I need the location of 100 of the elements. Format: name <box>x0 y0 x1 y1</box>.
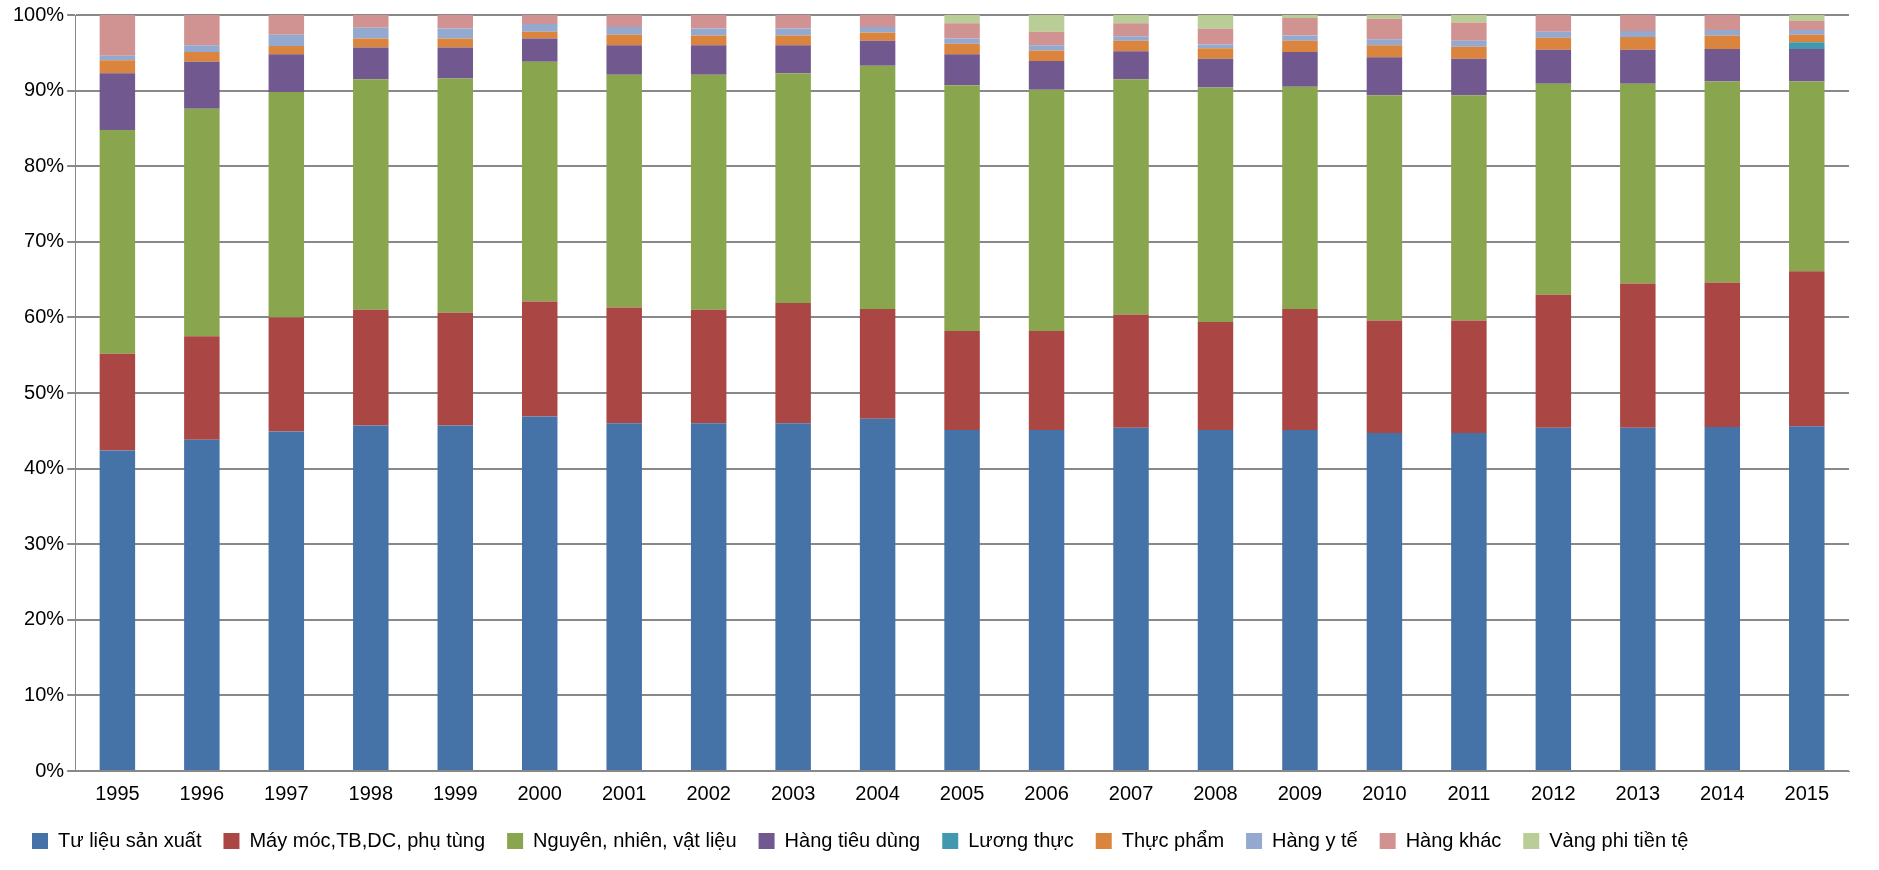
y-tick-label: 60% <box>24 304 65 327</box>
legend-label: Hàng tiêu dùng <box>784 828 921 851</box>
bar <box>775 45 811 74</box>
bar <box>437 38 473 48</box>
bar <box>690 15 727 29</box>
bar <box>1535 15 1572 32</box>
legend-label: Vàng phi tiền tệ <box>1549 828 1689 851</box>
legend-label: Máy móc,TB,DC, phụ tùng <box>249 828 486 851</box>
bar <box>437 28 473 39</box>
bar <box>1028 45 1065 51</box>
bar <box>859 32 896 41</box>
bar <box>1451 46 1487 59</box>
bar <box>268 431 305 770</box>
bar <box>268 34 305 46</box>
x-tick-label: 2011 <box>1447 781 1491 804</box>
bar <box>859 15 896 28</box>
x-tick-label: 1997 <box>264 781 309 804</box>
bar <box>1704 35 1741 50</box>
bar <box>99 60 136 74</box>
bar <box>521 416 558 770</box>
bar <box>1366 18 1403 40</box>
bar <box>775 423 811 770</box>
bar <box>1028 89 1065 332</box>
bar <box>184 336 220 440</box>
legend-label: Tư liệu sản xuất <box>58 828 202 851</box>
x-tick-label: 2013 <box>1615 781 1661 804</box>
bar <box>268 15 305 35</box>
bar <box>268 317 305 432</box>
bar <box>944 23 980 39</box>
bar <box>1451 320 1487 434</box>
bar <box>1366 15 1403 19</box>
x-tick-label: 2005 <box>939 781 985 804</box>
bar <box>944 38 980 44</box>
x-tick-label: 2010 <box>1362 781 1407 804</box>
bar <box>1113 23 1149 37</box>
x-tick-label: 1996 <box>179 781 225 804</box>
bar <box>1282 52 1318 87</box>
bar <box>437 312 473 426</box>
x-tick-label: 2001 <box>601 781 647 804</box>
y-tick-label: 30% <box>24 531 65 554</box>
y-tick-label: 100% <box>13 2 65 25</box>
bar <box>353 27 389 39</box>
bar <box>1113 36 1149 41</box>
bar <box>1535 31 1572 38</box>
bar <box>606 307 642 424</box>
bar <box>1366 45 1403 58</box>
bar <box>1282 15 1318 19</box>
bar <box>775 28 811 36</box>
bar <box>1113 51 1149 80</box>
bar <box>437 47 473 79</box>
bar <box>353 38 389 48</box>
x-tick-label: 2014 <box>1700 781 1745 804</box>
y-tick-label: 70% <box>24 229 65 252</box>
bar <box>1535 49 1572 84</box>
bar <box>944 54 980 86</box>
bar <box>1451 433 1487 770</box>
bar <box>1366 433 1403 770</box>
bar <box>1282 430 1318 770</box>
x-tick-label: 1999 <box>433 781 478 804</box>
bar <box>775 303 811 424</box>
bar <box>859 27 896 33</box>
bar <box>1113 79 1149 315</box>
legend-label: Lương thực <box>968 828 1074 851</box>
y-tick-label: 0% <box>35 758 65 781</box>
legend-label: Hàng khác <box>1405 828 1502 851</box>
bar <box>99 15 136 56</box>
bar <box>353 47 389 80</box>
legend-label: Thực phẩm <box>1121 828 1225 851</box>
bar <box>1620 49 1656 84</box>
bar <box>1704 30 1741 36</box>
bar <box>1113 15 1149 24</box>
bar <box>521 301 558 417</box>
bar <box>1282 35 1318 41</box>
bar <box>1451 58 1487 96</box>
bar <box>1704 81 1741 283</box>
bar <box>775 15 811 29</box>
bar <box>1197 15 1234 29</box>
bar <box>690 35 727 46</box>
bar <box>1535 83 1572 295</box>
bar <box>1789 426 1825 770</box>
bar <box>268 92 305 318</box>
bar <box>99 450 136 770</box>
bar <box>1028 31 1065 46</box>
bar <box>1366 57 1403 96</box>
bar <box>859 418 896 770</box>
bar <box>521 61 558 302</box>
bar <box>184 52 220 62</box>
bar <box>1282 309 1318 431</box>
bar <box>99 129 136 354</box>
x-tick-label: 2000 <box>517 781 562 804</box>
legend-label: Hàng y tế <box>1272 828 1358 851</box>
x-tick-label: 2004 <box>855 781 900 804</box>
bar <box>1197 58 1234 88</box>
bar <box>1704 49 1741 82</box>
x-tick-label: 2009 <box>1277 781 1323 804</box>
bar <box>1282 40 1318 53</box>
x-tick-label: 2008 <box>1193 781 1238 804</box>
bar <box>1197 430 1234 770</box>
bar <box>353 425 389 770</box>
legend-label: Nguyên, nhiên, vật liệu <box>533 828 737 851</box>
